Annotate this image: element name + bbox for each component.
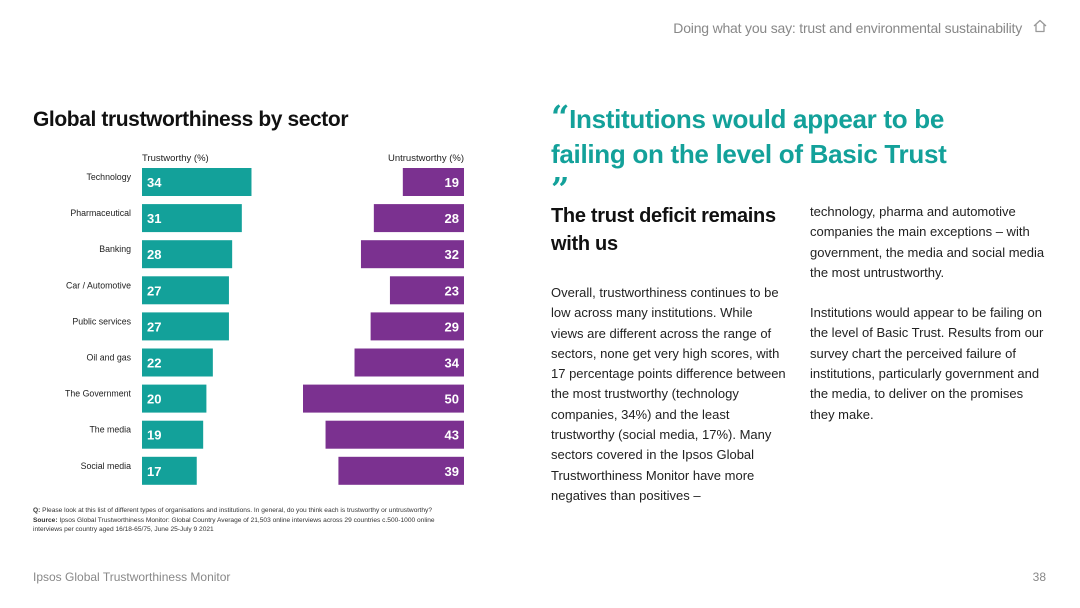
footnote: Q: Please look at this list of different…: [33, 506, 453, 535]
series-header-trustworthy: Trustworthy (%): [142, 153, 209, 164]
value-label-untrustworthy-social-media: 39: [445, 464, 459, 479]
value-label-trustworthy-the-government: 20: [147, 392, 161, 407]
trust-bar-chart: Trustworthy (%) Untrustworthy (%) Technolo…: [65, 153, 464, 485]
footnote-source: Ipsos Global Trustworthiness Monitor: Gl…: [33, 516, 435, 534]
bar-trustworthy-the-government: [142, 384, 207, 413]
body-column-1: Overall, trustworthiness continues to be…: [551, 285, 786, 503]
home-icon[interactable]: [1032, 18, 1048, 34]
value-label-untrustworthy-the-media: 43: [445, 428, 459, 443]
bar-untrustworthy-oil-and-gas: [354, 348, 464, 377]
bar-untrustworthy-the-media: [325, 420, 464, 449]
series-header-untrustworthy: Untrustworthy (%): [388, 153, 464, 164]
value-label-trustworthy-social-media: 17: [147, 464, 161, 479]
bar-trustworthy-social-media: [142, 456, 197, 485]
value-label-untrustworthy-the-government: 50: [445, 392, 459, 407]
value-label-untrustworthy-oil-and-gas: 34: [445, 356, 460, 371]
footnote-source-label: Source:: [33, 516, 58, 524]
value-label-trustworthy-banking: 28: [147, 247, 161, 262]
footnote-question: Please look at this list of different ty…: [42, 507, 433, 514]
bar-untrustworthy-technology: [402, 168, 464, 196]
value-label-trustworthy-car-automotive: 27: [147, 283, 161, 298]
value-label-untrustworthy-banking: 32: [445, 247, 459, 262]
category-label-pharmaceutical: Pharmaceutical: [70, 208, 131, 218]
value-label-trustworthy-the-media: 19: [147, 428, 161, 443]
value-label-untrustworthy-public-services: 29: [445, 319, 459, 334]
body-column-2: technology, pharma and automotive compan…: [810, 202, 1050, 445]
header-title: Doing what you say: trust and environmen…: [673, 20, 1022, 36]
pull-quote: “Institutions would appear to be failing…: [551, 100, 971, 209]
category-label-the-media: The media: [89, 425, 131, 435]
value-label-trustworthy-oil-and-gas: 22: [147, 356, 161, 371]
quote-close-mark: ”: [551, 170, 570, 208]
category-label-technology: Technology: [86, 172, 131, 182]
category-label-banking: Banking: [99, 244, 131, 254]
bar-trustworthy-the-media: [142, 420, 204, 449]
bar-untrustworthy-social-media: [338, 456, 464, 485]
footnote-q-label: Q:: [33, 507, 41, 514]
footer-brand: Ipsos Global Trustworthiness Monitor: [33, 570, 231, 584]
bar-trustworthy-car-automotive: [142, 276, 229, 305]
bar-trustworthy-technology: [142, 168, 252, 196]
value-label-trustworthy-public-services: 27: [147, 319, 161, 334]
bar-untrustworthy-banking: [360, 240, 464, 269]
bar-trustworthy-pharmaceutical: [142, 204, 242, 233]
category-label-the-government: The Government: [65, 389, 132, 399]
page-number: 38: [1032, 570, 1046, 584]
category-label-car-automotive: Car / Automotive: [66, 280, 131, 290]
bar-untrustworthy-public-services: [370, 312, 464, 341]
category-label-social-media: Social media: [81, 461, 131, 471]
bar-untrustworthy-the-government: [303, 384, 464, 413]
section-subhead: The trust deficit remains with us: [551, 205, 776, 255]
bar-trustworthy-public-services: [142, 312, 229, 341]
value-label-untrustworthy-technology: 19: [445, 175, 459, 190]
value-label-untrustworthy-pharmaceutical: 28: [445, 211, 459, 226]
bar-trustworthy-oil-and-gas: [142, 348, 213, 377]
quote-open-mark: “: [551, 98, 570, 136]
quote-text: Institutions would appear to be failing …: [551, 104, 947, 169]
value-label-untrustworthy-car-automotive: 23: [445, 283, 459, 298]
body-col2-paragraph-1: technology, pharma and automotive compan…: [810, 204, 1045, 280]
bar-untrustworthy-car-automotive: [389, 276, 464, 305]
bar-untrustworthy-pharmaceutical: [373, 204, 464, 233]
value-label-trustworthy-technology: 34: [147, 175, 162, 190]
chart-title: Global trustworthiness by sector: [33, 108, 349, 131]
category-label-oil-and-gas: Oil and gas: [87, 353, 132, 363]
bar-trustworthy-banking: [142, 240, 233, 269]
body-col2-paragraph-2: Institutions would appear to be failing …: [810, 305, 1044, 422]
value-label-trustworthy-pharmaceutical: 31: [147, 211, 161, 226]
category-label-public-services: Public services: [72, 316, 131, 326]
